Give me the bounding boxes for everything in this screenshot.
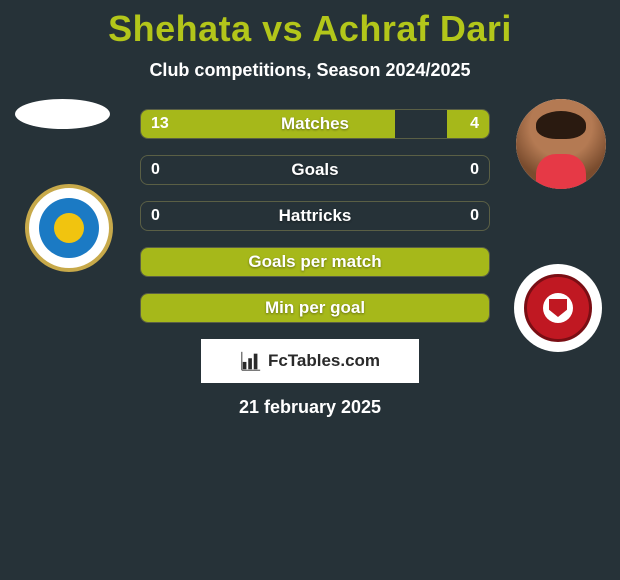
stat-row-matches: 13 Matches 4 [140, 109, 490, 139]
club-logo-left [25, 184, 113, 272]
content-area: 13 Matches 4 0 Goals 0 0 Hattricks 0 [0, 109, 620, 418]
footer-date: 21 february 2025 [0, 397, 620, 418]
club-logo-right [514, 264, 602, 352]
bar-chart-icon [240, 350, 262, 372]
club-right-shield-icon [524, 274, 592, 342]
stat-label: Hattricks [279, 206, 352, 226]
stat-right-value: 4 [470, 115, 479, 133]
stat-left-value: 0 [151, 207, 160, 225]
stat-bars: 13 Matches 4 0 Goals 0 0 Hattricks 0 [140, 109, 490, 323]
stat-label: Matches [281, 114, 349, 134]
brand-badge[interactable]: FcTables.com [201, 339, 419, 383]
bar-fill-right [447, 110, 489, 138]
stat-right-value: 0 [470, 161, 479, 179]
player-left-avatar [15, 99, 110, 129]
stat-row-min-per-goal: Min per goal [140, 293, 490, 323]
stat-row-hattricks: 0 Hattricks 0 [140, 201, 490, 231]
bar-fill-left [141, 110, 395, 138]
club-left-inner-icon [54, 213, 84, 243]
brand-text: FcTables.com [268, 351, 380, 371]
comparison-infographic: Shehata vs Achraf Dari Club competitions… [0, 0, 620, 418]
stat-row-goals: 0 Goals 0 [140, 155, 490, 185]
player-right-avatar [516, 99, 606, 189]
page-subtitle: Club competitions, Season 2024/2025 [0, 60, 620, 81]
stat-label: Goals [291, 160, 338, 180]
stat-label: Goals per match [248, 252, 381, 272]
stat-left-value: 13 [151, 115, 169, 133]
portrait-icon [516, 99, 606, 189]
page-title: Shehata vs Achraf Dari [0, 8, 620, 50]
stat-right-value: 0 [470, 207, 479, 225]
stat-label: Min per goal [265, 298, 365, 318]
stat-left-value: 0 [151, 161, 160, 179]
stat-row-goals-per-match: Goals per match [140, 247, 490, 277]
